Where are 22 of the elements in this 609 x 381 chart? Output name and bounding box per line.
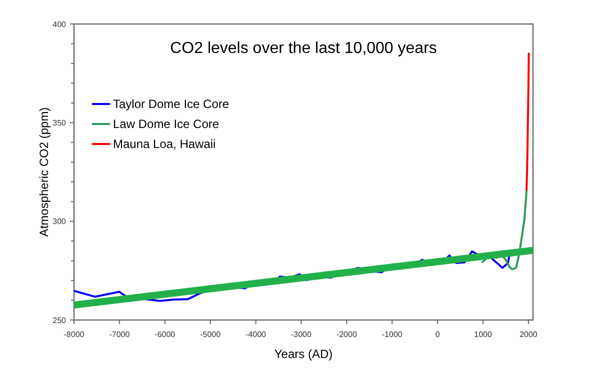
y-tick-label: 400: [52, 20, 67, 29]
y-axis-title: Atmospheric CO2 (ppm): [37, 107, 51, 237]
line-series: [526, 52, 530, 191]
legend-label: Law Dome Ice Core: [113, 117, 220, 132]
y-tick-label: 250: [52, 316, 67, 325]
legend-label: Mauna Loa, Hawaii: [113, 137, 216, 152]
text: CO2 levels over the last 10,000 years: [170, 40, 437, 57]
x-tick-label: -3000: [290, 330, 312, 339]
x-tick-label: -5000: [200, 330, 222, 339]
x-tick-label: -1000: [382, 330, 403, 339]
x-tick-label: 2000: [520, 330, 538, 339]
y-tick-label: 350: [52, 118, 67, 128]
legend-label: Taylor Dome Ice Core: [113, 97, 230, 112]
x-tick-label: 0: [435, 330, 440, 339]
x-tick-label: -6000: [154, 330, 176, 339]
x-tick-label: -8000: [64, 330, 85, 339]
x-tick-label: -4000: [246, 330, 267, 339]
x-tick-label: 1000: [474, 330, 492, 339]
x-axis-title: Years (AD): [274, 347, 333, 361]
y-tick-label: 300: [52, 217, 67, 226]
x-tick-label: -7000: [109, 330, 130, 339]
x-tick-label: -2000: [336, 330, 358, 339]
